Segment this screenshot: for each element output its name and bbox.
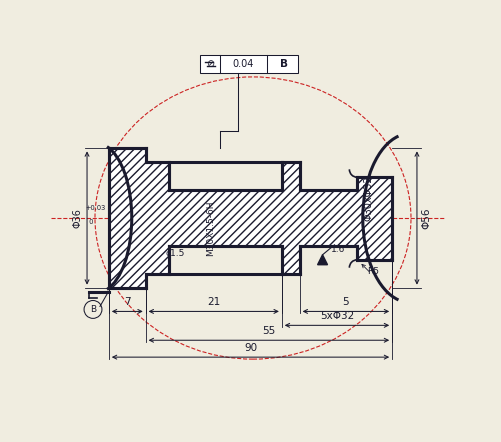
Text: 0: 0 bbox=[85, 219, 93, 225]
Text: ⊘: ⊘ bbox=[206, 59, 214, 69]
Text: 5xΦ32: 5xΦ32 bbox=[319, 311, 353, 321]
Text: 90: 90 bbox=[243, 343, 257, 353]
Text: 21: 21 bbox=[207, 297, 220, 308]
Text: 55: 55 bbox=[262, 326, 275, 336]
Bar bbox=[200, 55, 297, 73]
Text: 0.04: 0.04 bbox=[232, 59, 253, 69]
Polygon shape bbox=[109, 149, 391, 288]
Text: B: B bbox=[279, 59, 287, 69]
Text: 1.6: 1.6 bbox=[330, 245, 344, 254]
Text: Φ56: Φ56 bbox=[420, 207, 430, 229]
Text: M30X1.5-6H: M30X1.5-6H bbox=[205, 200, 214, 256]
Text: Φ30xΦ32: Φ30xΦ32 bbox=[363, 175, 373, 221]
Text: R5: R5 bbox=[367, 267, 379, 276]
Text: Φ36: Φ36 bbox=[72, 208, 82, 228]
Text: 7: 7 bbox=[124, 297, 130, 308]
Text: 5: 5 bbox=[342, 297, 349, 308]
Text: B: B bbox=[90, 305, 96, 314]
Polygon shape bbox=[317, 255, 327, 265]
Text: +0.03: +0.03 bbox=[85, 205, 105, 211]
Text: c1.5: c1.5 bbox=[165, 249, 185, 258]
